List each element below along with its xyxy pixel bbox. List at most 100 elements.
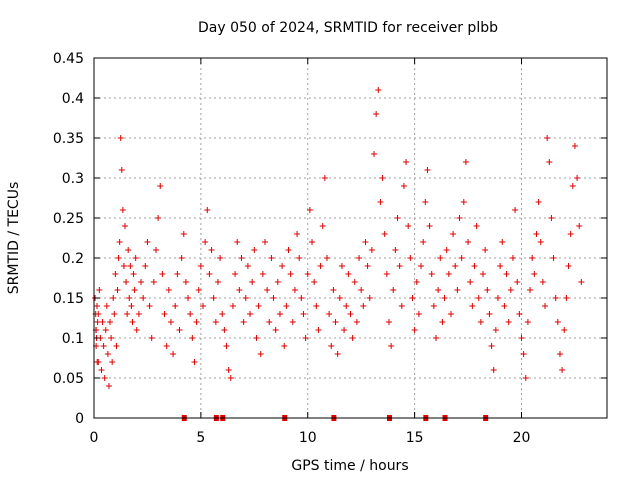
data-point xyxy=(565,263,572,269)
data-point xyxy=(315,327,322,333)
data-point xyxy=(225,367,232,373)
data-point xyxy=(392,247,399,253)
data-point xyxy=(131,287,138,293)
data-point xyxy=(112,271,119,277)
data-point xyxy=(294,231,301,237)
data-point xyxy=(223,343,230,349)
data-point xyxy=(103,303,110,309)
y-tick-label: 0.45 xyxy=(53,51,84,67)
data-point xyxy=(202,239,209,245)
data-point xyxy=(447,311,454,317)
data-point xyxy=(503,271,510,277)
data-point xyxy=(309,239,316,245)
data-point xyxy=(356,255,363,261)
data-point xyxy=(182,279,189,285)
data-point xyxy=(535,199,542,205)
data-point xyxy=(578,279,585,285)
data-point xyxy=(388,343,395,349)
data-point xyxy=(405,223,412,229)
data-point xyxy=(174,271,181,277)
data-point xyxy=(552,295,559,301)
data-point xyxy=(119,207,126,213)
data-point xyxy=(334,351,341,357)
data-point xyxy=(574,175,581,181)
data-point xyxy=(409,295,416,301)
y-tick-label: 0.3 xyxy=(62,171,84,187)
data-point xyxy=(140,295,147,301)
data-point xyxy=(473,223,480,229)
data-point xyxy=(379,175,386,181)
data-point xyxy=(332,319,339,325)
data-point xyxy=(546,159,553,165)
data-point xyxy=(118,167,125,173)
data-point xyxy=(133,327,140,333)
data-point xyxy=(95,359,102,365)
data-point xyxy=(121,223,128,229)
data-point xyxy=(349,335,356,341)
data-point xyxy=(306,207,313,213)
x-tick-label: 5 xyxy=(196,430,205,446)
data-point xyxy=(126,295,133,301)
data-point xyxy=(128,303,135,309)
data-point xyxy=(144,239,151,245)
data-point xyxy=(450,231,457,237)
data-point xyxy=(229,303,236,309)
data-point xyxy=(330,287,337,293)
data-point xyxy=(398,303,405,309)
data-point xyxy=(556,351,563,357)
data-point xyxy=(454,287,461,293)
data-point xyxy=(458,255,465,261)
data-point xyxy=(539,279,546,285)
data-point xyxy=(195,287,202,293)
data-point xyxy=(185,295,192,301)
data-point xyxy=(477,319,484,325)
data-point xyxy=(187,311,194,317)
data-point xyxy=(268,255,275,261)
data-point xyxy=(272,327,279,333)
data-point xyxy=(193,319,200,325)
data-point xyxy=(439,319,446,325)
x-axis-label: GPS time / hours xyxy=(291,458,408,474)
data-point xyxy=(467,279,474,285)
data-point xyxy=(208,247,215,253)
data-point xyxy=(554,319,561,325)
data-point xyxy=(407,255,414,261)
data-point xyxy=(338,263,345,269)
data-point xyxy=(428,271,435,277)
data-point xyxy=(544,135,551,141)
data-point xyxy=(138,279,145,285)
data-point xyxy=(341,327,348,333)
data-point xyxy=(210,295,217,301)
data-point xyxy=(178,255,185,261)
data-point xyxy=(567,231,574,237)
data-point xyxy=(125,247,132,253)
data-point xyxy=(165,287,172,293)
data-point xyxy=(400,183,407,189)
data-point xyxy=(518,335,525,341)
data-point xyxy=(238,255,245,261)
data-point xyxy=(111,311,118,317)
data-point xyxy=(264,287,271,293)
data-point xyxy=(285,247,292,253)
data-point xyxy=(113,343,120,349)
data-point xyxy=(430,303,437,309)
data-point xyxy=(569,183,576,189)
data-point xyxy=(142,263,149,269)
data-point xyxy=(240,319,247,325)
data-point xyxy=(98,367,105,373)
data-point xyxy=(234,239,241,245)
data-point xyxy=(445,271,452,277)
data-point xyxy=(426,223,433,229)
data-point xyxy=(492,327,499,333)
data-point xyxy=(232,271,239,277)
data-point xyxy=(159,271,166,277)
data-point xyxy=(343,303,350,309)
data-point xyxy=(371,151,378,157)
data-point xyxy=(533,231,540,237)
data-point xyxy=(362,239,369,245)
data-point xyxy=(475,295,482,301)
data-point xyxy=(460,199,467,205)
data-point xyxy=(244,263,251,269)
y-tick-label: 0.05 xyxy=(53,371,84,387)
data-point xyxy=(251,247,258,253)
